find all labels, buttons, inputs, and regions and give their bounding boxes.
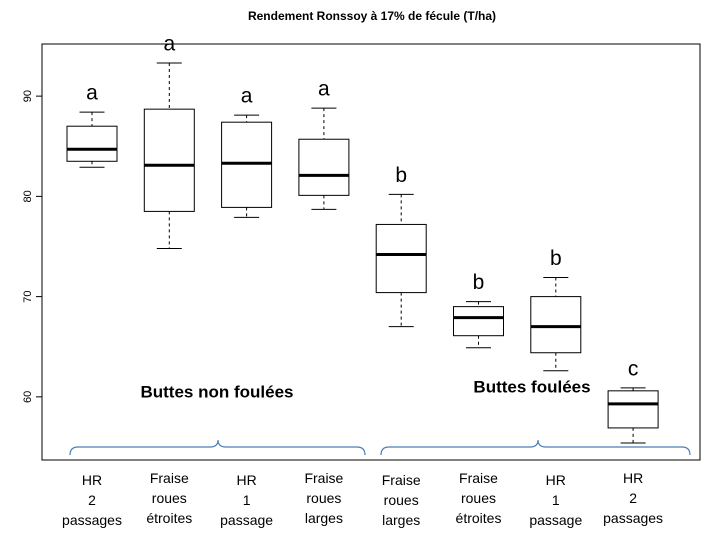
x-tick-label-line: larges xyxy=(382,512,420,528)
box xyxy=(221,121,273,208)
y-tick-label: 70 xyxy=(22,290,34,302)
box xyxy=(66,125,118,162)
x-tick-label-line: HR xyxy=(546,472,566,488)
x-tick-label-line: Fraise xyxy=(382,472,421,488)
x-tick-label-line: 2 xyxy=(88,492,96,508)
box xyxy=(530,296,582,354)
x-tick-label-line: roues xyxy=(306,490,341,506)
x-tick-label-line: roues xyxy=(384,492,419,508)
x-tick-label-line: Fraise xyxy=(150,470,189,486)
x-tick-label-line: 1 xyxy=(243,492,251,508)
group-letter: a xyxy=(241,85,253,108)
box xyxy=(143,108,195,212)
x-tick-label-line: passage xyxy=(529,512,582,528)
group-letter: a xyxy=(318,78,330,101)
x-tick-label-line: larges xyxy=(305,510,343,526)
x-tick-label-line: passages xyxy=(603,510,663,526)
x-tick-label: Fraise roues étroites xyxy=(456,470,502,526)
x-tick-label: HR 1 passage xyxy=(529,472,582,528)
x-tick-label-line: roues xyxy=(152,490,187,506)
group-label: Buttes non foulées xyxy=(140,382,293,401)
brace xyxy=(380,439,691,456)
x-tick-label-line: HR xyxy=(82,472,102,488)
y-tick-label: 80 xyxy=(22,190,34,202)
brace xyxy=(69,439,366,456)
x-tick-label-line: HR xyxy=(623,470,643,486)
box xyxy=(375,223,427,294)
x-tick-label-line: étroites xyxy=(456,510,502,526)
x-tick-label-line: roues xyxy=(461,490,496,506)
box xyxy=(607,390,659,429)
group-letter: b xyxy=(550,247,562,270)
x-tick-label-line: Fraise xyxy=(459,470,498,486)
x-tick-label: HR 2 passages xyxy=(603,470,663,526)
x-tick-label-line: 1 xyxy=(552,492,560,508)
x-tick-label-line: étroites xyxy=(146,510,192,526)
group-letter: a xyxy=(86,82,98,105)
x-tick-label: Fraise roues étroites xyxy=(146,470,192,526)
x-tick-label-line: Fraise xyxy=(304,470,343,486)
chart-title: Rendement Ronssoy à 17% de fécule (T/ha) xyxy=(248,9,496,23)
y-tick-label: 60 xyxy=(22,391,34,403)
y-tick-label: 90 xyxy=(22,90,34,102)
group-letter: b xyxy=(473,271,485,294)
group-letter: b xyxy=(395,164,407,187)
plot-frame xyxy=(41,43,701,461)
x-tick-label: HR 1 passage xyxy=(220,472,273,528)
group-letter: a xyxy=(163,33,175,56)
x-tick-label-line: HR xyxy=(236,472,256,488)
box xyxy=(453,306,504,337)
x-tick-label-line: 2 xyxy=(629,490,637,506)
group-label: Buttes foulées xyxy=(473,377,590,396)
x-tick-label-line: passages xyxy=(62,512,122,528)
x-tick-label: Fraise roues larges xyxy=(304,470,343,526)
x-tick-label-line: passage xyxy=(220,512,273,528)
box xyxy=(298,138,350,196)
group-letter: c xyxy=(628,357,639,380)
x-tick-label: HR 2 passages xyxy=(62,472,122,528)
x-tick-label: Fraise roues larges xyxy=(382,472,421,528)
